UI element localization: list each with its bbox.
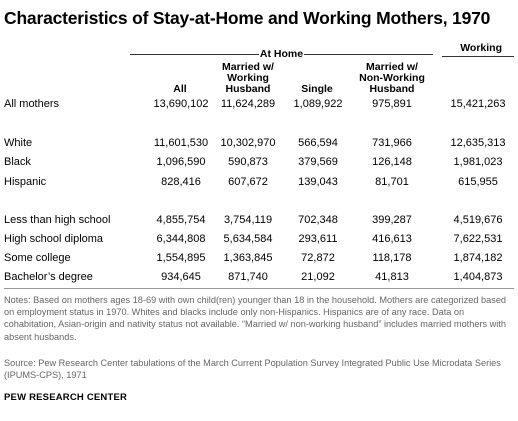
table-cell: 41,813 bbox=[375, 271, 409, 283]
table-row: All mothers 13,690,102 11,624,289 1,089,922… bbox=[0, 97, 518, 111]
table-row: High school diploma 6,344,808 5,634,584 293… bbox=[0, 232, 518, 246]
table-cell: 139,043 bbox=[298, 176, 338, 188]
table-row: White 11,601,530 10,302,970 566,594 731,966 1… bbox=[0, 136, 518, 150]
table-row: Hispanic 828,416 607,672 139,043 81,701 615,9… bbox=[0, 175, 518, 189]
row-label: Hispanic bbox=[4, 176, 47, 188]
table-cell: 72,872 bbox=[301, 252, 335, 264]
table-cell: 126,148 bbox=[372, 156, 412, 168]
table-cell: 81,701 bbox=[375, 176, 409, 188]
divider bbox=[4, 288, 514, 289]
table-cell: 1,554,895 bbox=[156, 252, 206, 264]
table-cell: 4,519,676 bbox=[453, 214, 503, 226]
col-header-all: All bbox=[173, 83, 187, 95]
table-cell: 1,981,023 bbox=[453, 156, 503, 168]
table-row: Some college 1,554,895 1,363,845 72,872 118,… bbox=[0, 251, 518, 265]
table-cell: 1,363,845 bbox=[223, 252, 273, 264]
table-cell: 615,955 bbox=[458, 176, 498, 188]
table-cell: 293,611 bbox=[298, 233, 338, 245]
table-title: Characteristics of Stay-at-Home and Work… bbox=[4, 8, 491, 28]
table-cell: 21,092 bbox=[301, 271, 335, 283]
table-cell: 1,404,873 bbox=[453, 271, 503, 283]
col-header-line: Non-Working bbox=[359, 72, 425, 84]
col-header-married-nonworking: Married w/ Non-Working Husband bbox=[347, 62, 437, 95]
table-cell: 1,089,922 bbox=[293, 98, 343, 110]
table-row: Black 1,096,590 590,873 379,569 126,148 1,981… bbox=[0, 155, 518, 169]
table-cell: 399,287 bbox=[372, 214, 412, 226]
at-home-group-header: At Home bbox=[130, 42, 433, 60]
table-cell: 871,740 bbox=[228, 271, 268, 283]
row-label: All mothers bbox=[4, 98, 60, 110]
col-header-single: Single bbox=[301, 83, 333, 95]
table-row: Bachelor’s degree 934,645 871,740 21,092 41,… bbox=[0, 270, 518, 284]
table-row: Less than high school 4,855,754 3,754,119 7… bbox=[0, 213, 518, 227]
table-cell: 934,645 bbox=[161, 271, 201, 283]
table-cell: 118,178 bbox=[372, 252, 412, 264]
row-label: Black bbox=[4, 156, 31, 168]
col-header-line: Working bbox=[227, 72, 269, 84]
table-cell: 4,855,754 bbox=[156, 214, 206, 226]
col-header-line: Husband bbox=[369, 83, 415, 95]
table-cell: 7,622,531 bbox=[453, 233, 503, 245]
table-cell: 12,635,313 bbox=[450, 137, 506, 149]
row-label: Some college bbox=[4, 252, 71, 264]
table-cell: 416,613 bbox=[372, 233, 412, 245]
row-label: Less than high school bbox=[4, 214, 111, 226]
at-home-group-label: At Home bbox=[258, 48, 305, 60]
col-header-line: Husband bbox=[225, 83, 271, 95]
table-cell: 11,601,530 bbox=[153, 137, 209, 149]
table-cell: 1,096,590 bbox=[156, 156, 206, 168]
table-cell: 379,569 bbox=[298, 156, 338, 168]
row-label: Bachelor’s degree bbox=[4, 271, 93, 283]
table-cell: 566,594 bbox=[298, 137, 338, 149]
table-cell: 828,416 bbox=[161, 176, 201, 188]
table-cell: 13,690,102 bbox=[153, 98, 209, 110]
col-header-married-working: Married w/ Working Husband bbox=[208, 62, 288, 95]
col-header-line: Married w/ bbox=[366, 61, 418, 73]
table-cell: 11,624,289 bbox=[220, 98, 276, 110]
table-cell: 731,966 bbox=[372, 137, 412, 149]
brand-footer: PEW RESEARCH CENTER bbox=[4, 392, 128, 403]
table-cell: 975,891 bbox=[372, 98, 412, 110]
col-header-line: Married w/ bbox=[222, 61, 274, 73]
row-label: High school diploma bbox=[4, 233, 104, 245]
table-cell: 3,754,119 bbox=[223, 214, 273, 226]
row-label: White bbox=[4, 137, 33, 149]
table-cell: 590,873 bbox=[228, 156, 268, 168]
table-cell: 607,672 bbox=[228, 176, 268, 188]
table-cell: 5,634,584 bbox=[223, 233, 273, 245]
working-header-label: Working bbox=[460, 42, 502, 54]
table-notes: Notes: Based on mothers ages 18-69 with … bbox=[4, 295, 507, 342]
table-cell: 702,348 bbox=[298, 214, 338, 226]
table-cell: 1,874,182 bbox=[453, 252, 503, 264]
table-cell: 15,421,263 bbox=[450, 98, 506, 110]
table-source: Source: Pew Research Center tabulations … bbox=[4, 358, 501, 381]
table-cell: 10,302,970 bbox=[220, 137, 276, 149]
working-group-header: Working bbox=[442, 42, 514, 57]
table-cell: 6,344,808 bbox=[156, 233, 206, 245]
